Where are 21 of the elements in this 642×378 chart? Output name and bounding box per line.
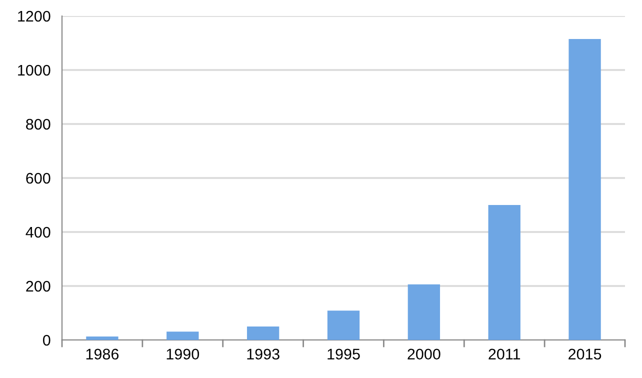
bar — [408, 284, 440, 340]
y-tick-label: 1000 — [18, 64, 50, 76]
bar — [568, 38, 601, 340]
bar — [166, 332, 199, 340]
x-tick-label: 2011 — [488, 348, 520, 360]
x-tick-label: 1990 — [166, 348, 200, 360]
x-tick-label: 2000 — [408, 348, 440, 360]
y-tick-label: 200 — [26, 280, 50, 292]
bar — [246, 326, 280, 340]
y-tick-label: 800 — [26, 118, 50, 130]
bar — [327, 310, 360, 340]
bar — [86, 336, 118, 340]
x-tick-label: 1986 — [86, 348, 119, 360]
bar — [488, 205, 520, 340]
y-tick-label: 400 — [26, 226, 50, 238]
y-tick-label: 1200 — [18, 10, 50, 22]
y-tick-label: 0 — [42, 334, 50, 346]
y-tick-label: 600 — [26, 172, 50, 184]
x-tick-label: 1993 — [247, 348, 280, 360]
x-tick-label: 2015 — [568, 348, 602, 360]
x-tick-label: 1995 — [328, 348, 360, 360]
